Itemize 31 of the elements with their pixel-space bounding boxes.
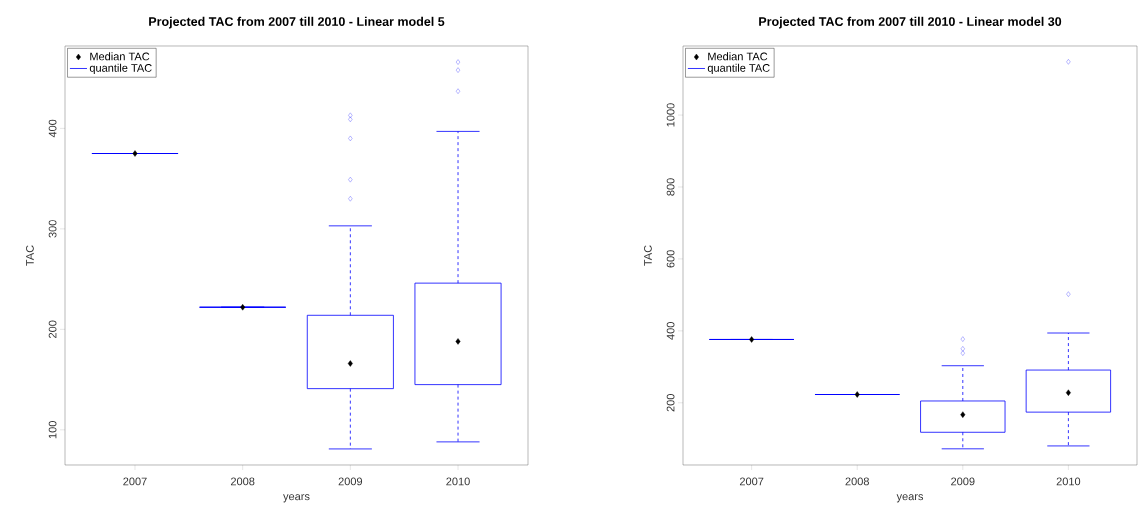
chart-title: Projected TAC from 2007 till 2010 - Linear model 5 [149,16,445,29]
x-tick-label: 2007 [123,477,147,486]
x-tick-label: 2007 [739,477,764,486]
point [455,338,461,345]
y-tick-label: 400 [666,322,675,340]
x-tick-label: 2009 [338,477,363,486]
y-axis-title: TAC [26,245,34,266]
x-tick-label: 2009 [951,477,975,486]
x-tick-label: 2008 [845,477,869,486]
chart-title: Projected TAC from 2007 till 2010 - Linear model 30 [759,16,1062,29]
legend-label: quantile TAC [89,63,152,75]
point [1065,389,1071,396]
legend-label: Median TAC [90,52,150,61]
y-tick-label: 200 [666,394,675,412]
x-axis-title: years [283,494,310,503]
y-tick-label: 1000 [666,103,675,127]
x-tick-label: 2008 [230,477,255,486]
y-tick-label: 800 [666,178,675,196]
y-axis-title: TAC [644,245,652,266]
y-tick-label: 200 [48,320,57,338]
legend-label: quantile TAC [707,63,770,75]
y-tick-label: 400 [48,119,57,138]
x-tick-label: 2010 [1056,477,1081,486]
legend-label: Median TAC [708,52,768,61]
x-tick-label: 2010 [446,477,470,486]
point [960,411,966,418]
point [347,360,353,367]
y-tick-label: 600 [666,250,675,268]
y-tick-label: 300 [48,220,57,238]
y-tick-label: 100 [48,421,57,439]
x-axis-title: years [896,494,924,503]
